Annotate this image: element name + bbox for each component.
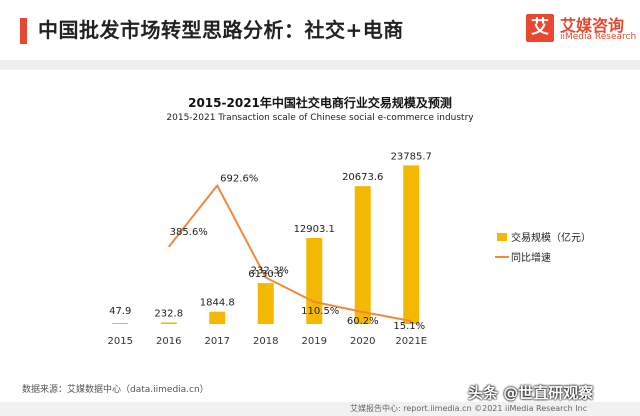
bar	[257, 283, 274, 324]
brand-logo: 艾 艾媒咨询 iiMedia Research	[526, 12, 636, 50]
line-value-label: 232.3%	[251, 266, 289, 277]
legend-label-line: 同比增速	[511, 251, 551, 264]
legend-label-bar: 交易规模（亿元）	[511, 231, 591, 244]
chart-title: 2015-2021年中国社交电商行业交易规模及预测	[188, 96, 452, 110]
growth-line	[167, 184, 412, 322]
footer-copyright: 艾媒报告中心: report.iimedia.cn ©2021 iiMedia …	[350, 404, 588, 413]
logo-name-en: iiMedia Research	[560, 32, 637, 42]
line-value-label: 110.5%	[301, 306, 339, 317]
x-tick-label: 2015	[108, 336, 133, 347]
bar-value-label: 232.8	[154, 308, 183, 319]
x-tick-label: 2017	[205, 336, 230, 347]
bar	[403, 165, 420, 324]
page-title: 中国批发市场转型思路分析：社交+电商	[38, 18, 404, 42]
line-value-label: 15.1%	[393, 321, 425, 332]
chart-subtitle: 2015-2021 Transaction scale of Chinese s…	[166, 113, 474, 123]
logo-name-cn: 艾媒咨询	[560, 16, 625, 35]
x-tick-label: 2019	[302, 336, 327, 347]
bar	[354, 186, 371, 324]
bar-value-label: 6130.6	[248, 269, 283, 280]
bar-value-label: 47.9	[109, 306, 131, 317]
x-tick-label: 2021E	[395, 336, 427, 347]
bar-value-label: 20673.6	[342, 172, 383, 183]
x-tick-label: 2018	[253, 336, 278, 347]
bar-value-label: 12903.1	[294, 224, 335, 235]
logo-mark-icon: 艾	[526, 14, 554, 42]
bar-value-label: 1844.8	[200, 298, 235, 309]
x-tick-label: 2020	[350, 336, 375, 347]
bar	[112, 323, 129, 324]
x-tick-label: 2016	[156, 336, 181, 347]
watermark: 头条 @世直研观察	[468, 384, 594, 402]
header: 中国批发市场转型思路分析：社交+电商 艾 艾媒咨询 iiMedia Resear…	[0, 0, 640, 60]
title-accent-bar	[20, 18, 27, 44]
bar	[209, 311, 226, 324]
header-divider	[0, 60, 640, 70]
bar	[160, 322, 177, 324]
legend-swatch-bar	[497, 233, 507, 241]
line-value-label: 60.2%	[347, 316, 379, 327]
data-source: 数据来源：艾媒数据中心（data.iimedia.cn）	[22, 385, 209, 395]
bar-value-label: 23785.7	[391, 151, 432, 162]
line-value-label: 385.6%	[170, 227, 208, 238]
line-value-label: 692.6%	[220, 173, 258, 184]
footer-strip	[0, 402, 640, 416]
